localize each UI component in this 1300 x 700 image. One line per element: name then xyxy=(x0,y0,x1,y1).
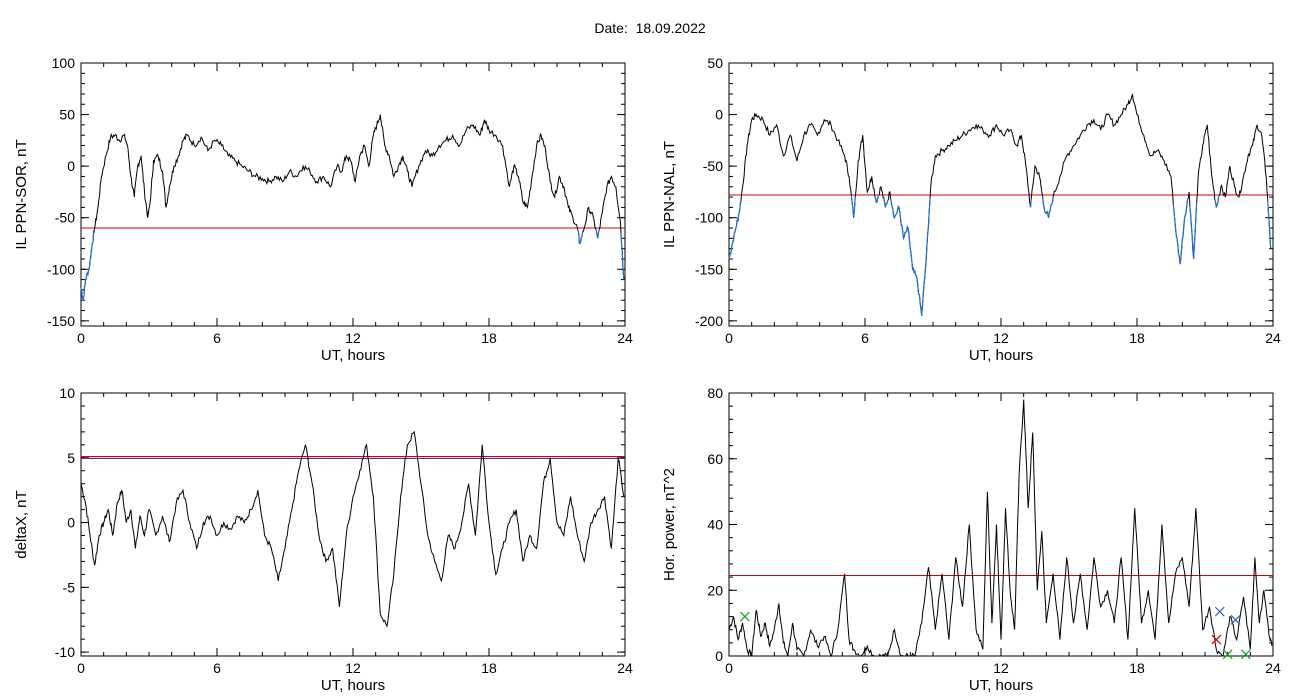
y-tick-label: -50 xyxy=(703,158,723,174)
x-tick-label: 6 xyxy=(861,330,869,346)
x-tick-label: 6 xyxy=(861,660,869,676)
marker-x xyxy=(1222,649,1233,660)
y-tick-label: -10 xyxy=(55,644,75,660)
x-tick-label: 18 xyxy=(481,660,497,676)
x-tick-label: 12 xyxy=(345,660,361,676)
y-tick-label: -150 xyxy=(47,313,75,329)
x-tick-label: 18 xyxy=(481,330,497,346)
marker-x xyxy=(1214,606,1225,617)
x-tick-label: 12 xyxy=(345,330,361,346)
series-line xyxy=(728,399,1273,658)
x-tick-label: 24 xyxy=(617,660,633,676)
y-tick-label: -50 xyxy=(55,210,75,226)
y-tick-label: 0 xyxy=(715,107,723,123)
y-tick-label: 0 xyxy=(715,648,723,664)
plot-frame xyxy=(728,392,1274,657)
y-tick-label: -5 xyxy=(63,579,76,595)
y-axis-label: deltaX, nT xyxy=(13,490,30,558)
marker-x xyxy=(1230,614,1241,625)
y-tick-label: -200 xyxy=(695,313,723,329)
x-axis-label: UT, hours xyxy=(321,677,385,694)
y-tick-label: -150 xyxy=(695,261,723,277)
y-tick-label: 100 xyxy=(52,55,76,71)
x-tick-label: 12 xyxy=(993,660,1009,676)
plot-frame xyxy=(728,62,1274,327)
y-axis-label: IL PPN-NAL, nT xyxy=(661,141,678,248)
x-tick-label: 18 xyxy=(1129,660,1145,676)
x-axis-label: UT, hours xyxy=(969,677,1033,694)
y-tick-label: 0 xyxy=(67,515,75,531)
y-tick-label: 40 xyxy=(707,517,723,533)
y-tick-label: 50 xyxy=(59,107,75,123)
chart-hor-power: Hor. power, nT^2 UT, hours 0 6 12 18 24 80 60 4… xyxy=(661,385,1281,694)
x-axis-label: UT, hours xyxy=(969,347,1033,364)
y-tick-label: 0 xyxy=(67,158,75,174)
marker-x xyxy=(1211,634,1222,645)
plot-frame xyxy=(80,392,626,657)
y-axis-label: IL PPN-SOR, nT xyxy=(13,139,30,249)
y-tick-label: -100 xyxy=(695,210,723,226)
series-line xyxy=(728,93,1272,316)
x-tick-label: 0 xyxy=(725,660,733,676)
marker-x xyxy=(739,611,750,622)
y-tick-label: 5 xyxy=(67,450,75,466)
y-tick-label: -100 xyxy=(47,261,75,277)
x-tick-label: 24 xyxy=(617,330,633,346)
x-tick-label: 0 xyxy=(725,330,733,346)
chart-ppn-sor: IL PPN-SOR, nT UT, hours 0 6 12 18 24100500-… xyxy=(13,55,633,364)
marker-x xyxy=(1240,649,1251,660)
x-tick-label: 0 xyxy=(77,660,85,676)
x-tick-label: 6 xyxy=(213,660,221,676)
y-axis-label: Hor. power, nT^2 xyxy=(661,468,678,581)
x-tick-label: 24 xyxy=(1265,330,1281,346)
page-title: Date: 18.09.2022 xyxy=(594,20,706,36)
x-tick-label: 24 xyxy=(1265,660,1281,676)
series-highlight xyxy=(728,194,1272,316)
x-axis-label: UT, hours xyxy=(321,347,385,364)
x-tick-label: 12 xyxy=(993,330,1009,346)
chart-ppn-nal: IL PPN-NAL, nT UT, hours 0 6 12 18 24 50 0 -50 -… xyxy=(661,55,1281,364)
y-tick-label: 80 xyxy=(707,385,723,401)
x-tick-label: 6 xyxy=(213,330,221,346)
x-tick-label: 18 xyxy=(1129,330,1145,346)
series-line xyxy=(80,430,625,628)
y-tick-label: 50 xyxy=(707,55,723,71)
chart-deltax: deltaX, nT UT, hours 0 6 12 18 24 10 5 0 -5 -10 xyxy=(13,385,633,694)
plot-frame xyxy=(80,62,626,327)
series-highlight xyxy=(80,228,625,301)
y-tick-label: 20 xyxy=(707,582,723,598)
series-line xyxy=(80,114,625,301)
y-tick-label: 10 xyxy=(59,385,75,401)
y-tick-label: 60 xyxy=(707,451,723,467)
x-tick-label: 0 xyxy=(77,330,85,346)
